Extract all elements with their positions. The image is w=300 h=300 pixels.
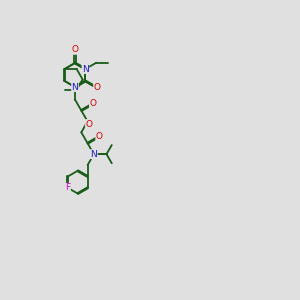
Text: O: O: [94, 83, 100, 92]
Text: F: F: [65, 183, 70, 192]
Text: N: N: [72, 82, 78, 91]
Text: O: O: [96, 132, 103, 141]
Text: O: O: [89, 99, 97, 108]
Text: O: O: [85, 119, 93, 128]
Text: O: O: [71, 45, 79, 54]
Text: N: N: [91, 150, 97, 159]
Text: N: N: [82, 64, 89, 74]
